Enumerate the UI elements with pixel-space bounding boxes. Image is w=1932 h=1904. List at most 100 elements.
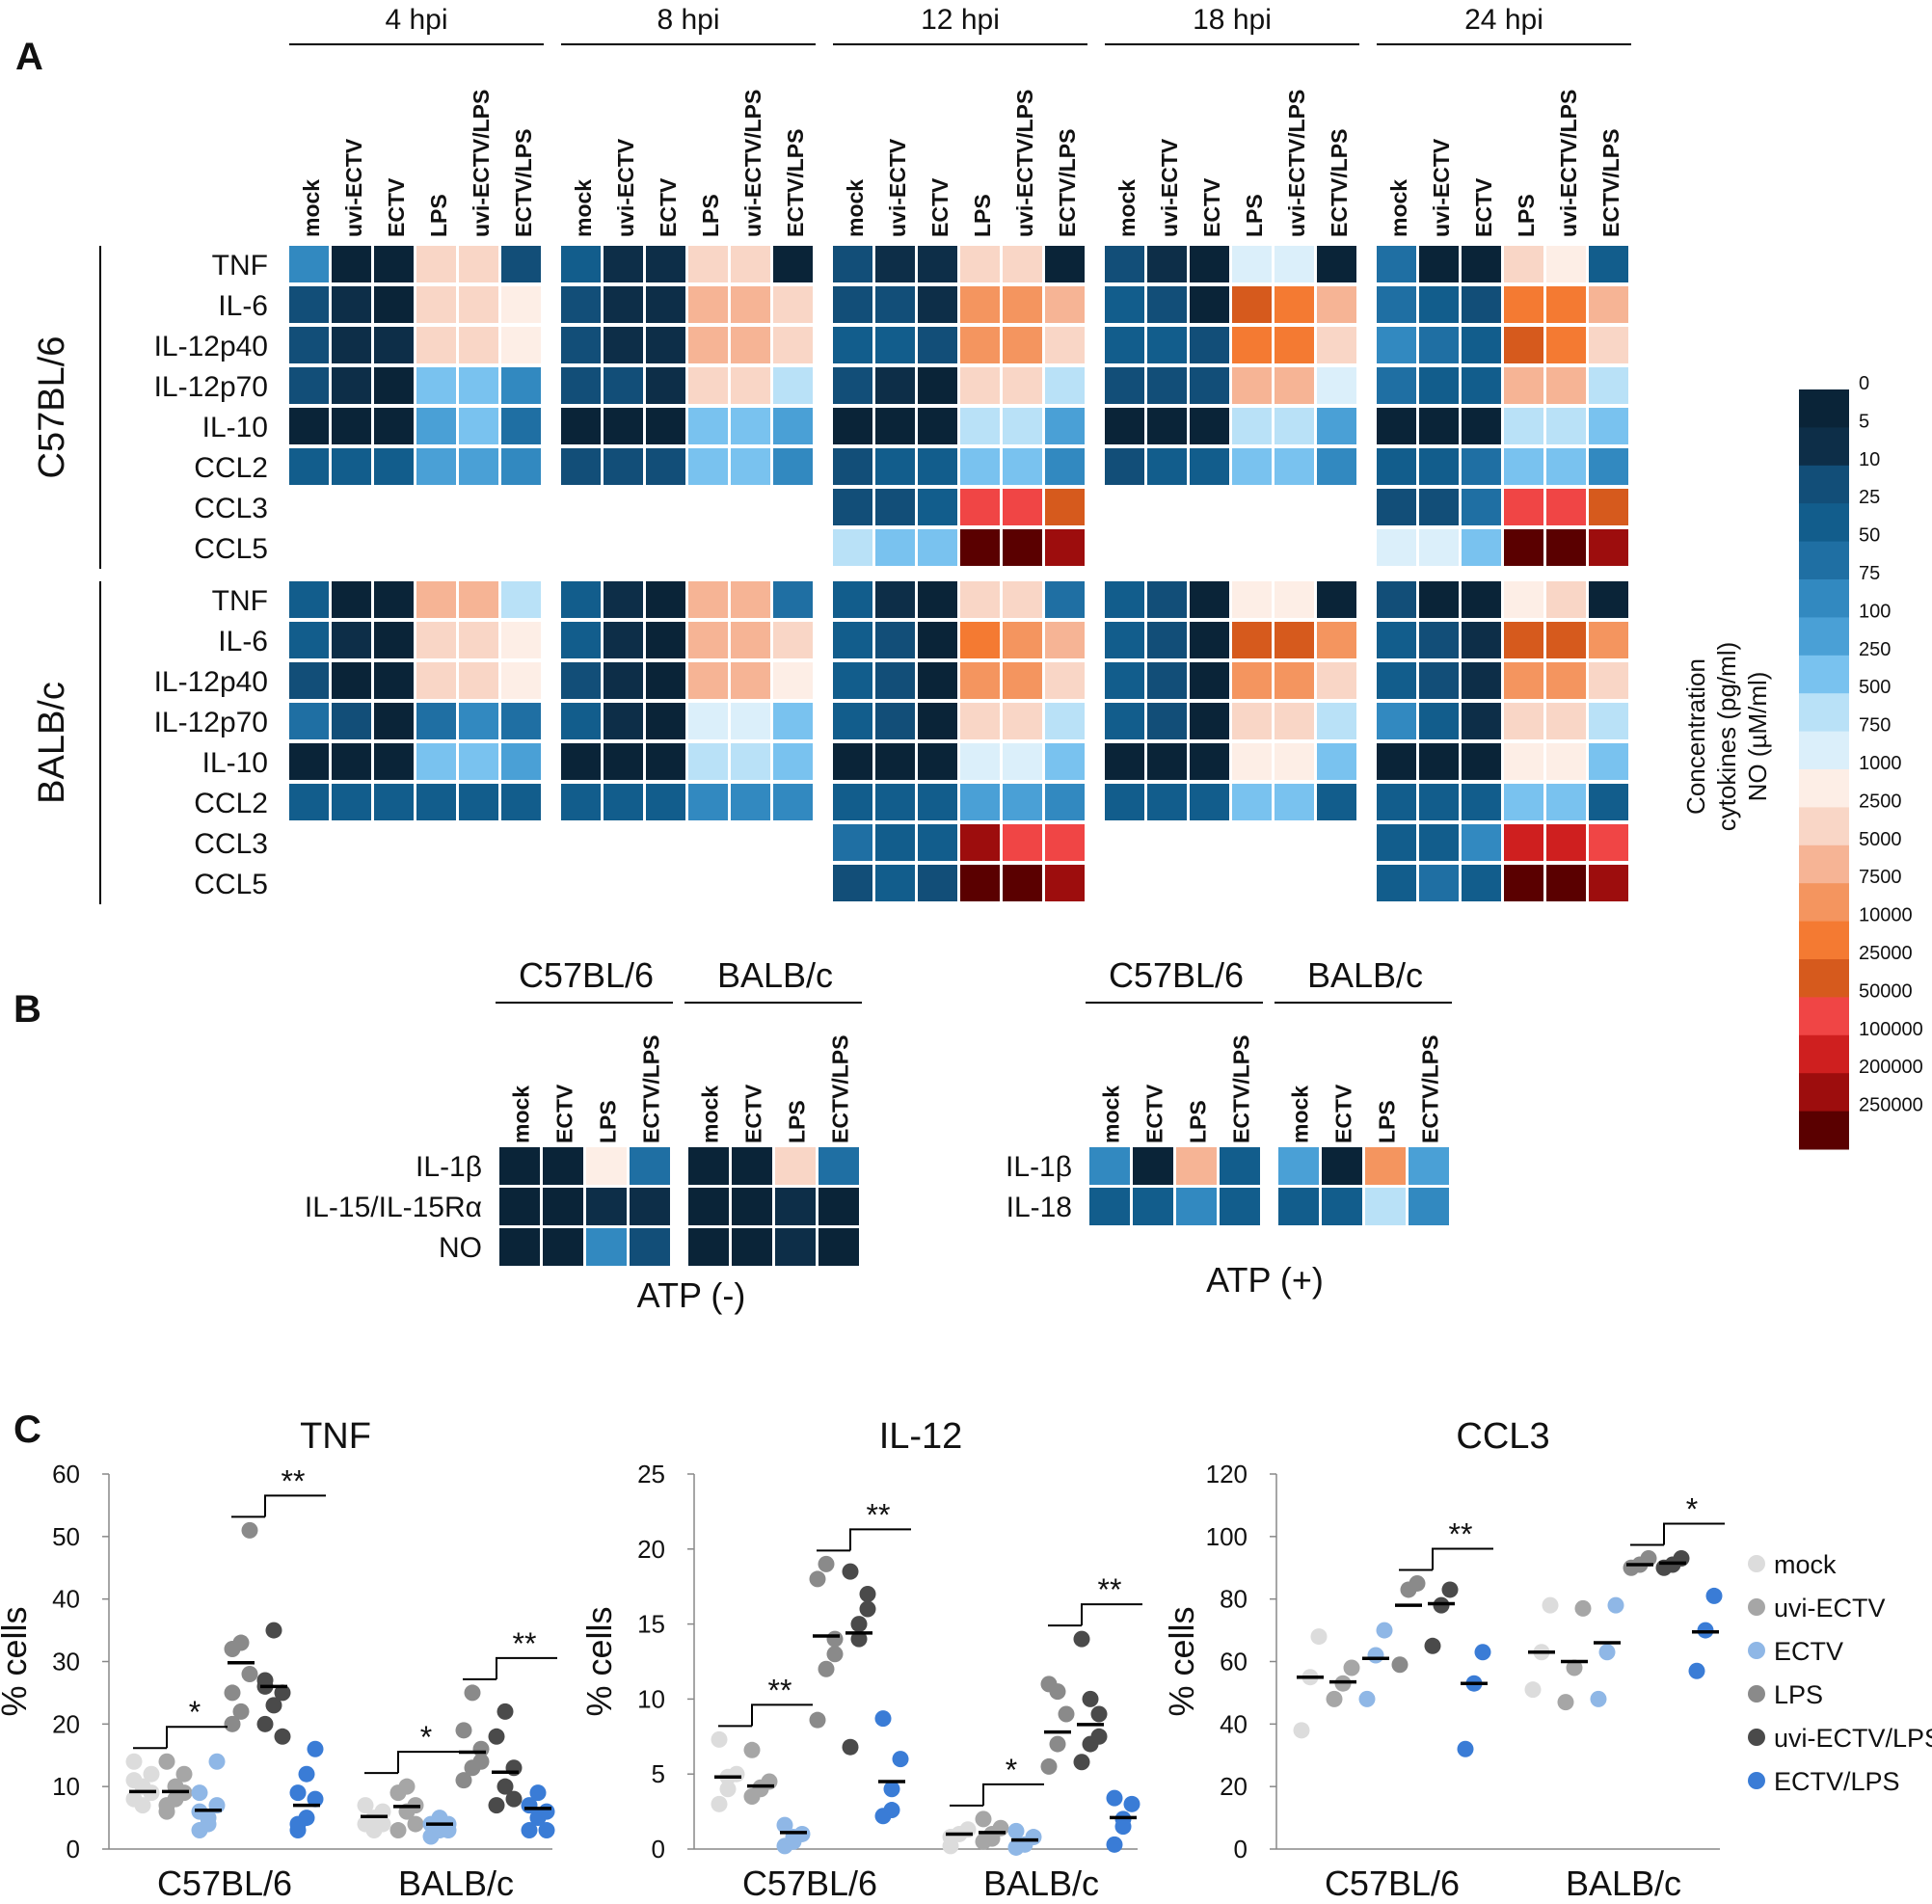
heatmap-cell [1105,622,1144,658]
heatmap-cell [918,489,957,525]
legend-tick-label: 75 [1859,563,1880,584]
y-tick-label: 0 [67,1835,80,1864]
heatmap-cell [1504,246,1543,282]
heatmap-cell [833,581,872,618]
heatmap-cell [1589,448,1628,485]
heatmap-cell [1462,327,1501,363]
condition-label: uvi-ECTV/LPS [1284,90,1309,237]
heatmap-cell [875,784,915,820]
data-point [208,1753,226,1770]
condition-label: mock [698,1086,723,1143]
heatmap-cell [875,581,915,618]
heatmap-cell [1190,367,1229,404]
heatmap-cell [416,743,456,780]
heatmap-cell [604,408,643,444]
heatmap-cell [561,581,601,618]
data-point [496,1778,514,1795]
legend-swatch [1799,541,1849,580]
condition-label: uvi-ECTV [885,138,910,237]
condition-label: LPS [698,194,723,237]
legend-swatch [1799,959,1849,998]
heatmap-cell [501,367,541,404]
data-point [1391,1656,1409,1674]
data-point [1598,1644,1616,1661]
heatmap-cell [875,489,915,525]
heatmap-cell [732,1147,772,1185]
series-legend-label: uvi-ECTV/LPS [1774,1724,1932,1753]
condition-label: ECTV [741,1084,766,1143]
heatmap-cell [646,448,685,485]
heatmap-cell [1546,703,1586,739]
heatmap-cell [1589,367,1628,404]
heatmap-cell [1462,529,1501,566]
heatmap-cell [1003,865,1042,901]
heatmap-cell [1190,622,1229,658]
series-legend-marker [1748,1598,1765,1616]
condition-label: ECTV/LPS [1327,129,1352,237]
heatmap-cell [918,784,957,820]
heatmap-cell [374,581,414,618]
heatmap-cell [604,703,643,739]
heatmap-cell [630,1188,670,1225]
data-point [1114,1818,1132,1836]
heatmap-cell [1147,448,1187,485]
heatmap-cell [1147,327,1187,363]
series-legend-marker [1748,1685,1765,1703]
heatmap-cell [1419,408,1459,444]
condition-label: ECTV [552,1084,577,1143]
heatmap-cell [630,1228,670,1266]
y-tick-label: 15 [637,1610,665,1639]
heatmap-cell [561,246,601,282]
y-tick-label: 100 [1206,1522,1248,1551]
legend-title-line: cytokines (pg/ml) [1712,642,1741,832]
data-point [1058,1705,1075,1723]
heatmap-cell [289,622,329,658]
heatmap-cell [833,743,872,780]
legend-tick-label: 25000 [1859,943,1913,964]
heatmap-cell [646,743,685,780]
series-legend-label: uvi-ECTV [1774,1594,1886,1622]
heatmap-cell [459,784,498,820]
heatmap-cell [1190,286,1229,323]
condition-label: uvi-ECTV/LPS [1556,90,1581,237]
heatmap-cell [731,448,770,485]
cytokine-row-label: CCL5 [194,533,268,565]
condition-label: mock [1114,179,1140,237]
heatmap-cell [1317,622,1356,658]
condition-label: ECTV/LPS [1598,129,1623,237]
heatmap-cell [374,784,414,820]
data-point [289,1815,307,1833]
data-point [1123,1795,1140,1812]
cytokine-row-label: TNF [212,585,268,617]
data-point [1474,1644,1491,1661]
heatmap-cell [1504,581,1543,618]
significance-label: ** [1098,1572,1122,1607]
heatmap-cell [1045,327,1085,363]
heatmap-cell [875,246,915,282]
heatmap-cell [1504,622,1543,658]
heatmap-cell [1147,703,1187,739]
heatmap-cell [543,1228,583,1266]
cytokine-row-label: CCL5 [194,869,268,900]
heatmap-cell [289,784,329,820]
cytokine-row-label: CCL3 [194,493,268,524]
heatmap-cell [688,1228,729,1266]
legend-swatch [1799,1073,1849,1113]
legend-tick-label: 2500 [1859,791,1902,812]
heatmap-cell [918,743,957,780]
heatmap-cell [1317,743,1356,780]
heatmap-cell [416,581,456,618]
heatmap-cell [773,703,813,739]
heatmap-cell [1462,489,1501,525]
heatmap-cell [1232,622,1272,658]
data-point [1106,1836,1123,1853]
heatmap-cell [731,662,770,699]
data-point [455,1772,472,1789]
heatmap-cell [1317,246,1356,282]
cytokine-row-label: IL-18 [1006,1192,1072,1223]
heatmap-cell [374,622,414,658]
heatmap-cell [1419,529,1459,566]
data-point [1049,1683,1066,1701]
heatmap-cell [960,367,1000,404]
heatmap-cell [604,367,643,404]
